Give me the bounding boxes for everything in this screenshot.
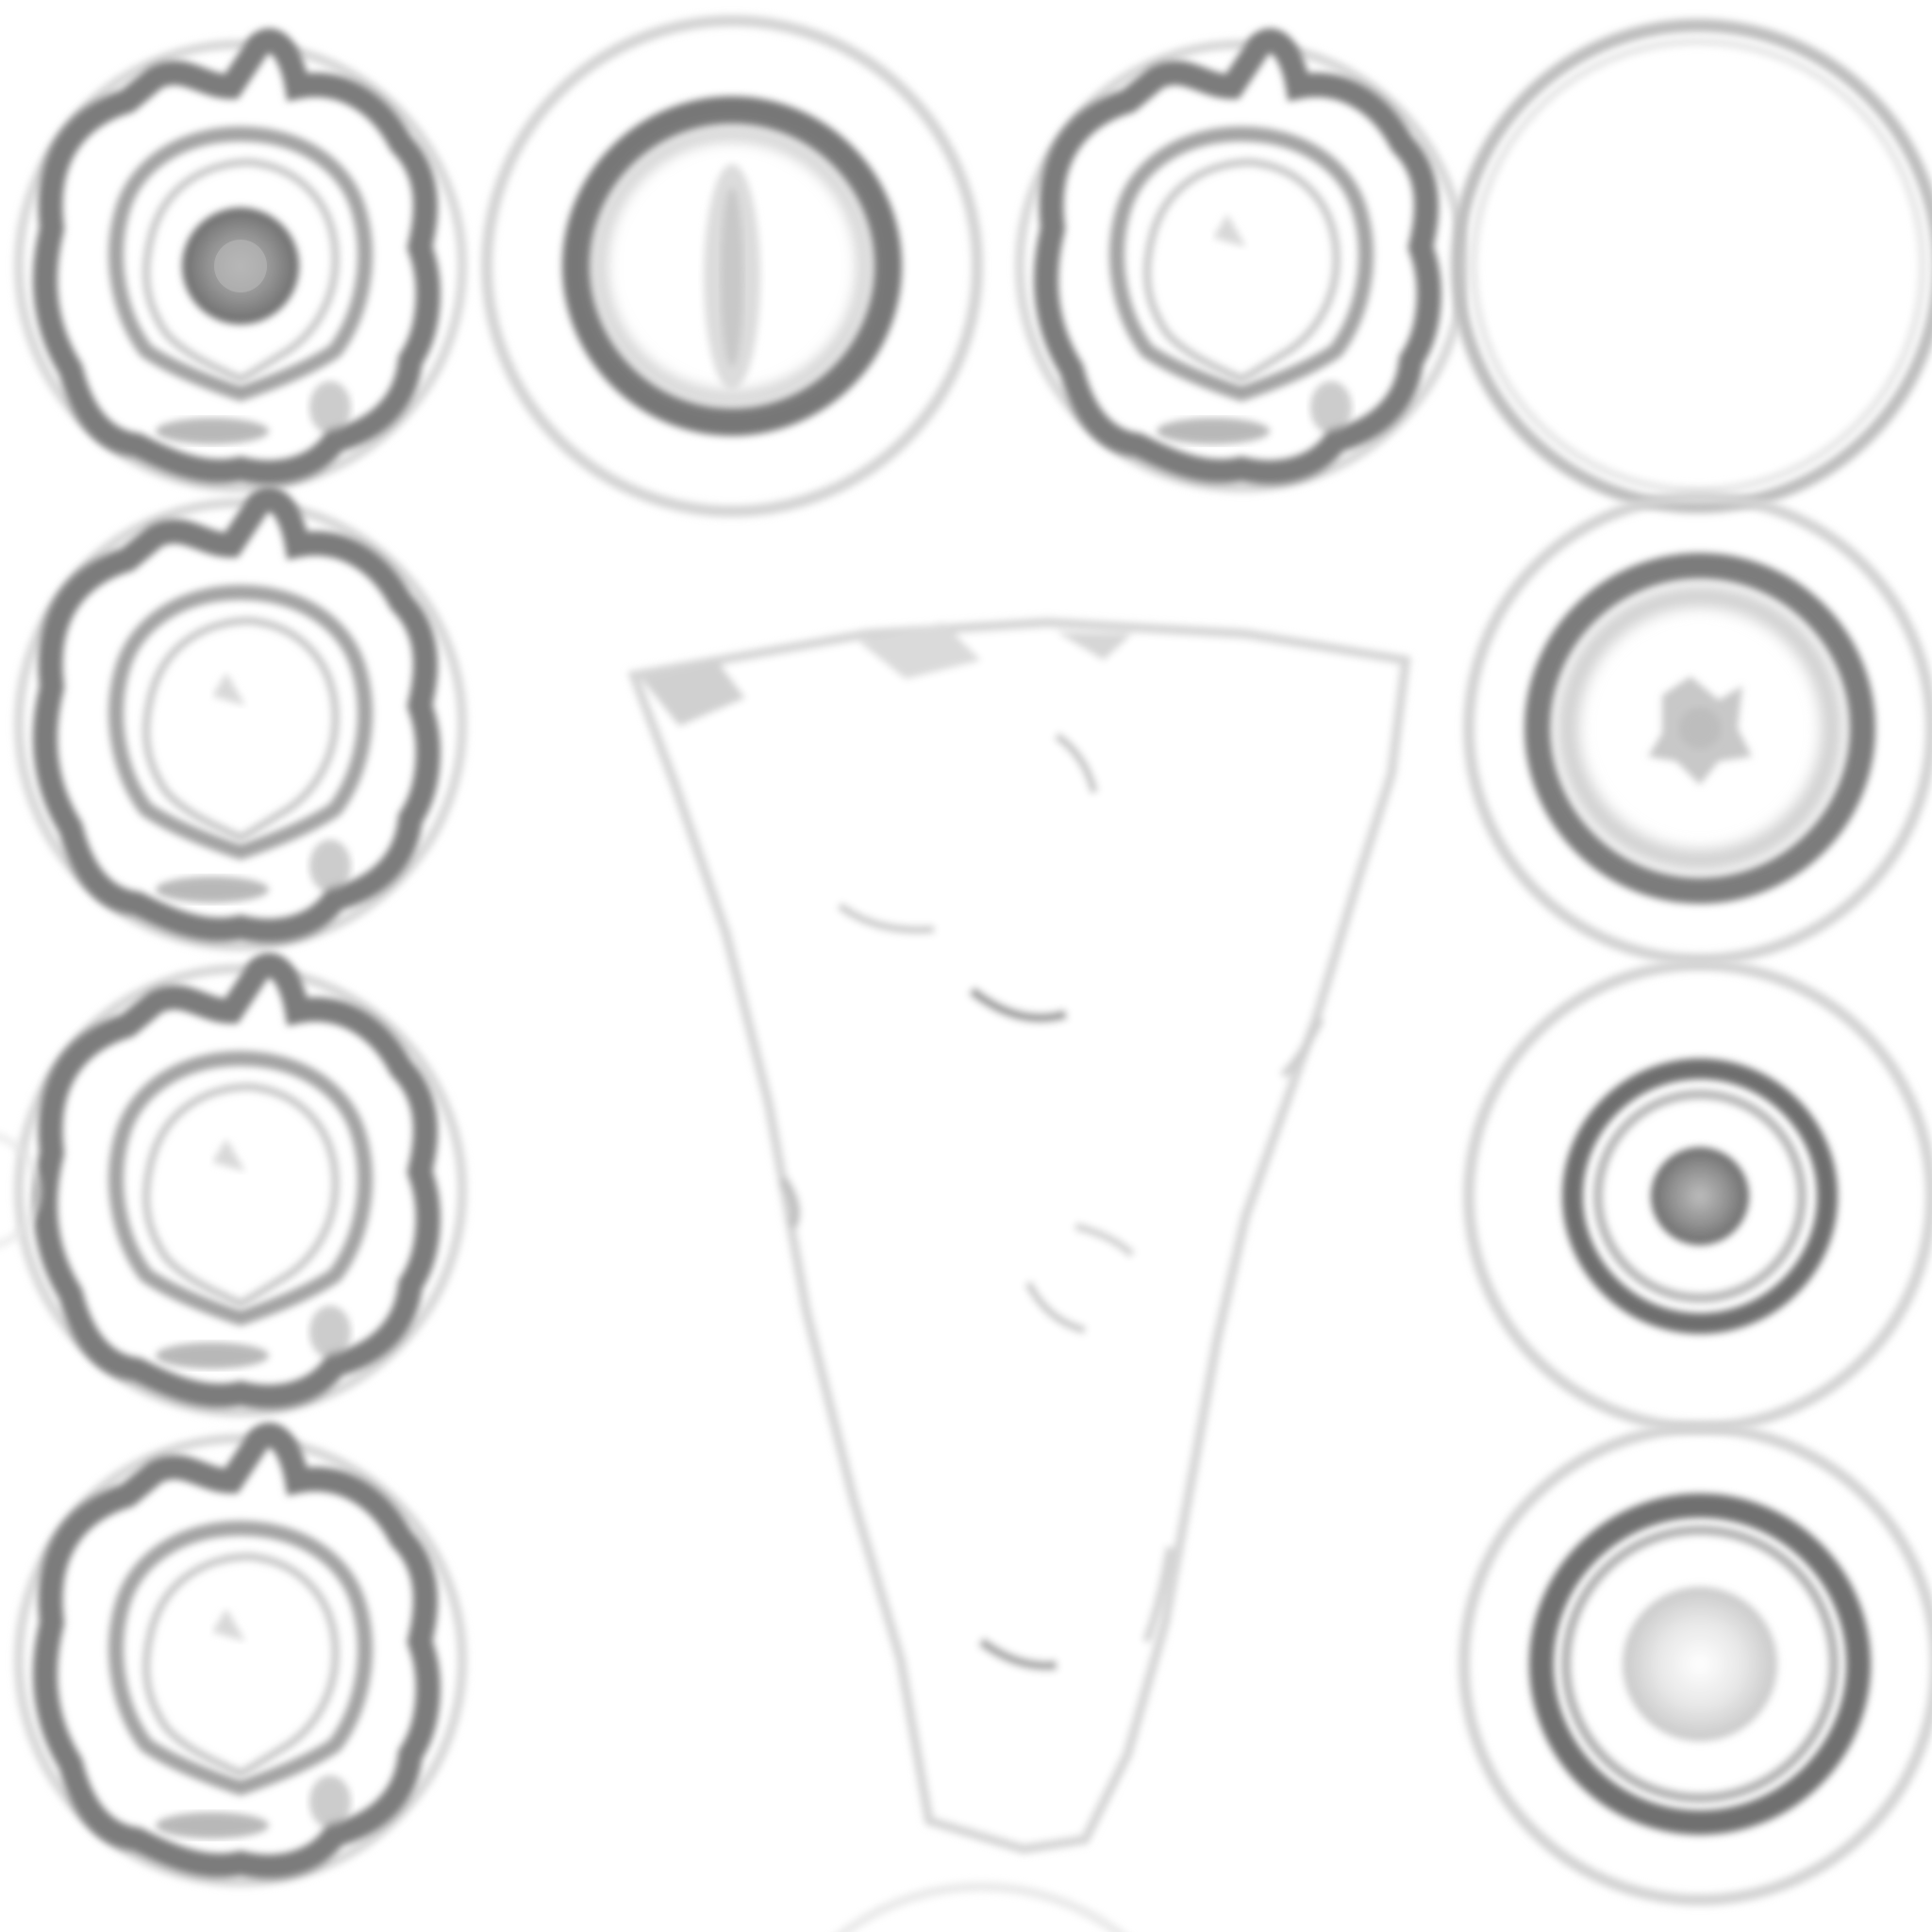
eye-iris-medallion [481,15,983,517]
gear-medallion-left-2 [19,499,462,946]
cracked-iris-medallion [1463,491,1932,965]
gear-medallion-left-3 [19,965,462,1412]
halo-ring-medallion [1458,1423,1932,1906]
edge-rims [0,1133,1125,1932]
gear-medallion-top-left [19,41,462,488]
gear-medallion-left-4 [19,1435,462,1882]
tapered-rock-slab [627,617,1411,1855]
gear-medallion-top-center [1020,41,1463,488]
plain-ring-medallion [1451,19,1932,513]
